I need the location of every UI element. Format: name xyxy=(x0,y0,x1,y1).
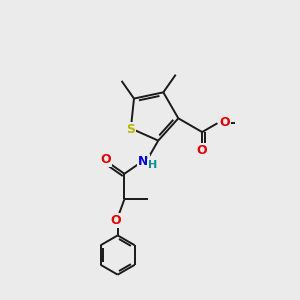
Text: S: S xyxy=(126,123,135,136)
Text: O: O xyxy=(110,214,121,227)
Text: O: O xyxy=(197,144,207,157)
Text: N: N xyxy=(138,154,149,167)
Text: H: H xyxy=(148,160,157,170)
Text: O: O xyxy=(101,153,111,166)
Text: O: O xyxy=(219,116,230,129)
